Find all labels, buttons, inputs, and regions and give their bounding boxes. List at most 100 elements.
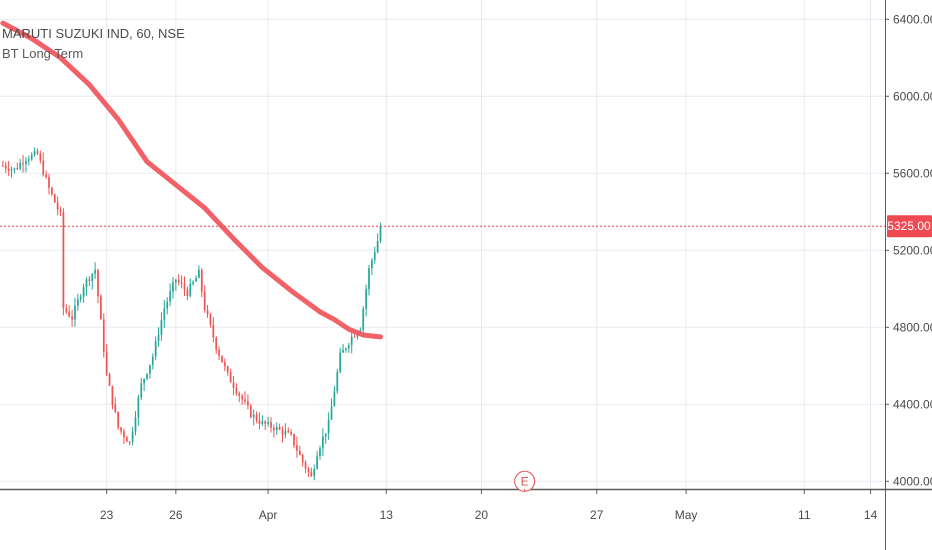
candle-body — [123, 431, 125, 438]
candle-body — [33, 151, 36, 155]
event-label: E — [521, 474, 529, 488]
candle-body — [212, 324, 215, 338]
candle-body — [345, 348, 347, 350]
candle-body — [183, 283, 186, 290]
candle-body — [293, 434, 295, 446]
candle-body — [2, 165, 4, 167]
candle-body — [94, 269, 96, 274]
candle-body — [365, 289, 367, 309]
y-tick-label: 4800.00 — [893, 320, 932, 334]
candle-body — [307, 468, 310, 472]
candle-body — [368, 268, 370, 290]
candle-body — [56, 202, 59, 210]
candle-body — [79, 296, 82, 300]
candle-body — [198, 269, 200, 278]
candle-body — [319, 448, 321, 457]
candle-body — [7, 168, 10, 171]
candle-body — [30, 154, 33, 160]
candle-body — [163, 308, 166, 321]
candle-body — [376, 240, 379, 253]
candle-body — [296, 445, 298, 451]
candle-body — [10, 169, 13, 171]
candle-body — [379, 226, 382, 241]
candle-body — [131, 431, 134, 442]
candle-body — [247, 401, 249, 406]
candle-body — [97, 269, 99, 297]
candle-body — [108, 374, 111, 386]
candle-body — [192, 281, 195, 285]
candle-body — [25, 160, 27, 165]
candle-body — [76, 299, 79, 306]
candle-body — [177, 279, 180, 283]
candle-body — [105, 351, 108, 375]
candle-body — [232, 382, 235, 388]
candle-body — [330, 406, 333, 420]
candle-body — [275, 426, 278, 431]
candle-body — [100, 296, 102, 320]
candle-body — [261, 421, 264, 424]
candle-body — [287, 431, 290, 433]
candle-body — [39, 153, 42, 161]
x-tick-label: 11 — [798, 508, 811, 522]
candle-body — [278, 426, 281, 430]
candle-body — [74, 305, 76, 320]
candle-body — [200, 269, 203, 292]
candle-body — [120, 427, 122, 432]
candle-body — [71, 316, 73, 320]
candle-body — [125, 437, 128, 442]
candle-body — [350, 336, 353, 346]
candle-body — [229, 372, 232, 383]
candle-body — [310, 471, 313, 477]
candle-body — [27, 159, 30, 161]
x-tick-label: 26 — [169, 508, 183, 522]
candle-body — [172, 282, 174, 292]
candle-body — [154, 341, 157, 357]
candle-body — [362, 308, 365, 331]
candle-body — [290, 432, 293, 435]
candle-body — [215, 337, 218, 350]
x-tick-label: 27 — [590, 508, 604, 522]
candle-body — [16, 168, 19, 170]
candle-body — [336, 372, 339, 392]
y-tick-label: 6000.00 — [893, 89, 932, 103]
candle-body — [241, 395, 244, 400]
candle-body — [281, 429, 284, 435]
candle-body — [324, 433, 327, 437]
candle-body — [206, 310, 209, 315]
candle-body — [301, 454, 304, 463]
candle-body — [304, 462, 307, 469]
event-marker[interactable]: E — [514, 470, 536, 492]
candle-body — [117, 411, 120, 428]
candle-body — [149, 364, 151, 374]
candle-body — [36, 151, 39, 154]
candle-body — [151, 356, 154, 365]
x-tick-label: 14 — [864, 508, 878, 522]
candle-body — [140, 383, 143, 398]
candle-body — [157, 335, 160, 342]
candle-body — [270, 421, 272, 428]
candle-body — [19, 163, 22, 169]
candle-body — [373, 252, 376, 261]
x-tick-label: 23 — [100, 508, 114, 522]
moving-average — [0, 20, 384, 340]
candle-body — [223, 362, 226, 367]
candle-body — [48, 177, 50, 188]
candle-body — [186, 289, 189, 297]
candle-body — [272, 427, 275, 431]
candle-body — [238, 393, 241, 396]
candle-body — [342, 349, 344, 353]
candle-body — [371, 260, 373, 269]
candle-body — [13, 168, 16, 170]
candle-body — [189, 284, 192, 297]
candle-body — [102, 319, 105, 352]
candle-body — [339, 352, 342, 373]
ma-line — [0, 20, 384, 340]
y-tick-label: 4000.00 — [893, 474, 932, 488]
candle-body — [128, 441, 131, 443]
candle-body — [111, 385, 114, 405]
indicator-name: BT Long Term — [2, 46, 84, 61]
